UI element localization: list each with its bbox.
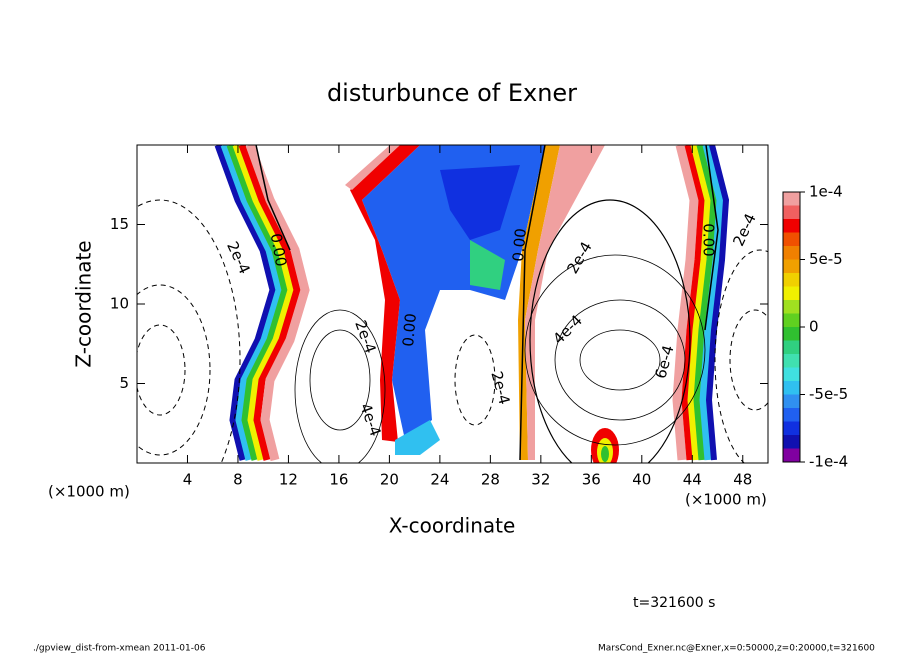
x-tick-label: 4 <box>183 471 193 489</box>
colorbar-band <box>783 219 800 233</box>
x-tick-label: 8 <box>233 471 243 489</box>
colorbar-band <box>783 286 800 300</box>
contour-lines <box>137 145 768 463</box>
colorbar-band <box>783 192 800 206</box>
contour-label: 2e-4 <box>487 369 513 406</box>
colorbar-band <box>783 408 800 422</box>
colorbar-band <box>783 448 800 462</box>
x-tick-label: 20 <box>380 471 399 489</box>
contour-label: 0.00 <box>700 223 718 256</box>
colorbar-band <box>783 381 800 395</box>
y-tick-label: 10 <box>110 295 129 313</box>
x-tick-label: 24 <box>430 471 449 489</box>
contour-label: 0.00 <box>267 232 291 268</box>
contour-label: 2e-4 <box>223 239 254 277</box>
contour-label: 6e-4 <box>651 343 677 380</box>
colorbar-band <box>783 273 800 287</box>
colorbar-band <box>783 246 800 260</box>
x-unit-label: (×1000 m) <box>48 483 130 501</box>
colorbar-band <box>783 435 800 449</box>
x-tick-label: 40 <box>632 471 651 489</box>
y-tick-label: 15 <box>110 215 129 233</box>
footer-left: ./gpview_dist-from-xmean 2011-01-06 <box>33 644 206 654</box>
colorbar-band <box>783 327 800 341</box>
colorbar-tick-label: -1e-4 <box>809 453 848 471</box>
colorbar-band <box>783 354 800 368</box>
x-unit-label: (×1000 m) <box>685 491 767 509</box>
x-tick-label: 12 <box>279 471 298 489</box>
colorbar-band <box>783 340 800 354</box>
colorbar-band <box>783 259 800 273</box>
footer-right: MarsCond_Exner.nc@Exner,x=0:50000,z=0:20… <box>598 644 875 654</box>
field-shading <box>214 145 730 463</box>
x-tick-label: 48 <box>733 471 752 489</box>
colorbar-band <box>783 205 800 219</box>
time-label: t=321600 s <box>633 595 715 611</box>
colorbar-tick-label: -5e-5 <box>809 385 848 403</box>
chart-title: disturbunce of Exner <box>327 79 577 107</box>
y-tick-label: 5 <box>119 374 129 392</box>
contour-label: 2e-4 <box>729 211 760 249</box>
x-tick-label: 28 <box>481 471 500 489</box>
contour-label: 2e-4 <box>563 239 595 277</box>
colorbar-tick-label: 5e-5 <box>809 250 843 268</box>
colorbar-band <box>783 421 800 435</box>
x-tick-label: 44 <box>683 471 702 489</box>
colorbar-band <box>783 394 800 408</box>
colorbar-tick-label: 0 <box>809 318 819 336</box>
colorbar-band <box>783 232 800 246</box>
contour-label: 0.00 <box>399 313 420 348</box>
contour-label: 4e-4 <box>549 311 586 348</box>
contour-label: 4e-4 <box>356 401 384 439</box>
colorbar-band <box>783 367 800 381</box>
colorbar-band <box>783 300 800 314</box>
x-tick-label: 36 <box>582 471 601 489</box>
x-axis-label: X-coordinate <box>389 514 516 538</box>
colorbar-tick-label: 1e-4 <box>809 183 843 201</box>
colorbar-band <box>783 313 800 327</box>
y-axis-label: Z-coordinate <box>72 240 96 367</box>
x-tick-label: 32 <box>531 471 550 489</box>
x-tick-label: 16 <box>329 471 348 489</box>
contour-label: 0.00 <box>509 228 530 263</box>
